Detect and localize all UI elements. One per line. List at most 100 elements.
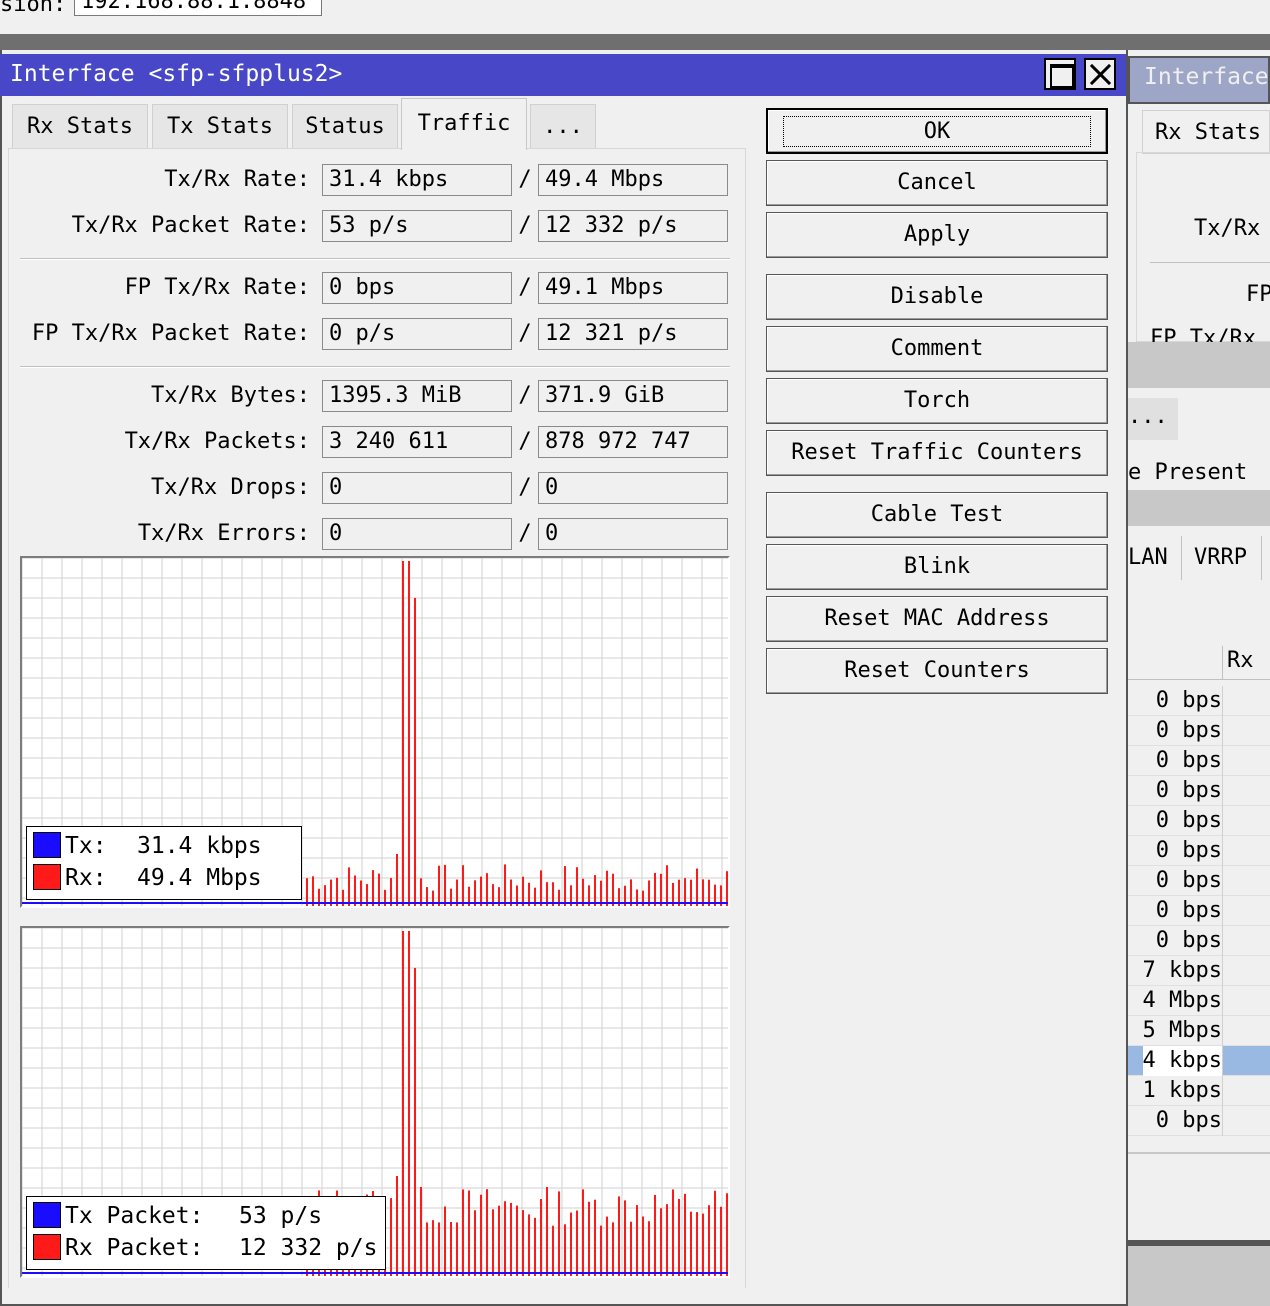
- txrx-bytes-tx-field[interactable]: 1395.3 MiB: [322, 380, 512, 412]
- txrx-packets-tx-field[interactable]: 3 240 611: [322, 426, 512, 458]
- comment-button[interactable]: Comment: [766, 326, 1108, 372]
- list-item[interactable]: 0 bps: [1128, 866, 1270, 896]
- fp-txrx-rate-tx-field[interactable]: 0 bps: [322, 272, 512, 304]
- rx-activity-bar: [636, 889, 638, 906]
- apply-button[interactable]: Apply: [766, 212, 1108, 258]
- list-item[interactable]: 5 Mbps: [1128, 1016, 1270, 1046]
- list-item[interactable]: 0 bps: [1128, 806, 1270, 836]
- rx-activity-bar: [642, 1216, 644, 1276]
- background-field-label: Tx/Rx: [1194, 216, 1261, 241]
- address-bar: sion: 192.168.88.1:8848: [0, 0, 1270, 34]
- txrx-packets-rx-field[interactable]: 878 972 747: [538, 426, 728, 458]
- rx-activity-bar: [678, 1199, 680, 1276]
- reset-traffic-counters-button[interactable]: Reset Traffic Counters: [766, 430, 1108, 476]
- rx-activity-bar: [702, 1213, 704, 1276]
- packet-rate-legend: Tx Packet: 53 p/s Rx Packet: 12 332 p/s: [26, 1196, 386, 1270]
- rx-activity-bar: [504, 1201, 506, 1276]
- rx-activity-bar: [330, 879, 332, 906]
- fp-txrx-packet-rate-tx-field[interactable]: 0 p/s: [322, 318, 512, 350]
- legend-tx-value: 31.4 kbps: [137, 833, 262, 859]
- txrx-rate-tx-field[interactable]: 31.4 kbps: [322, 164, 512, 196]
- txrx-rate-rx-field[interactable]: 49.4 Mbps: [538, 164, 728, 196]
- list-item[interactable]: 4 kbps: [1128, 1046, 1270, 1076]
- rx-activity-bar: [426, 887, 428, 906]
- txrx-packets-label: Tx/Rx Packets:: [124, 429, 310, 454]
- rx-activity-bar: [414, 968, 416, 1276]
- list-item[interactable]: 0 bps: [1128, 716, 1270, 746]
- rx-activity-bar: [630, 1221, 632, 1276]
- list-item[interactable]: 7 kbps: [1128, 956, 1270, 986]
- rx-activity-bar: [456, 1222, 458, 1276]
- txrx-rate-label: Tx/Rx Rate:: [164, 167, 310, 192]
- rx-activity-bar: [588, 885, 590, 906]
- rx-activity-bar: [498, 1205, 500, 1276]
- list-item[interactable]: 4 Mbps: [1128, 986, 1270, 1016]
- tab-traffic[interactable]: Traffic: [401, 98, 527, 150]
- txrx-errors-tx-field[interactable]: 0: [322, 518, 512, 550]
- address-field[interactable]: 192.168.88.1:8848: [74, 0, 322, 16]
- rx-activity-bar: [492, 1209, 494, 1276]
- legend-tx-packet-value: 53 p/s: [239, 1203, 323, 1229]
- txrx-bytes-rx-field[interactable]: 371.9 GiB: [538, 380, 728, 412]
- rx-activity-bar: [474, 880, 476, 906]
- rx-activity-bar: [546, 882, 548, 906]
- rx-activity-bar: [450, 1221, 452, 1276]
- rx-activity-bar: [648, 1221, 650, 1276]
- txrx-drops-tx-field[interactable]: 0: [322, 472, 512, 504]
- rx-activity-bar: [360, 880, 362, 906]
- list-item[interactable]: 0 bps: [1128, 746, 1270, 776]
- rx-activity-bar: [420, 878, 422, 906]
- background-tab-more[interactable]: ...: [1128, 398, 1178, 440]
- torch-button[interactable]: Torch: [766, 378, 1108, 424]
- rx-activity-bar: [588, 1201, 590, 1276]
- rx-activity-bar: [600, 1225, 602, 1276]
- background-tab-rx-stats[interactable]: Rx Stats: [1142, 110, 1270, 154]
- txrx-packet-rate-tx-field[interactable]: 53 p/s: [322, 210, 512, 242]
- rx-activity-bar: [678, 879, 680, 906]
- list-item[interactable]: 0 bps: [1128, 896, 1270, 926]
- legend-rx-label: Rx:: [65, 865, 107, 891]
- reset-counters-button[interactable]: Reset Counters: [766, 648, 1108, 694]
- list-item[interactable]: 0 bps: [1128, 926, 1270, 956]
- txrx-packet-rate-rx-field[interactable]: 12 332 p/s: [538, 210, 728, 242]
- ok-button[interactable]: OK: [766, 108, 1108, 154]
- rx-activity-bar: [402, 931, 404, 1276]
- rx-activity-bar: [666, 865, 668, 906]
- txrx-errors-rx-field[interactable]: 0: [538, 518, 728, 550]
- rx-activity-bar: [510, 1202, 512, 1276]
- fp-txrx-rate-rx-field[interactable]: 49.1 Mbps: [538, 272, 728, 304]
- rx-activity-bar: [438, 865, 440, 906]
- close-icon[interactable]: [1084, 58, 1116, 90]
- traffic-rate-graph-plot: [22, 558, 728, 906]
- background-tab-lan[interactable]: LAN: [1128, 536, 1182, 580]
- rx-activity-bar: [642, 890, 644, 906]
- rx-activity-bar: [396, 854, 398, 906]
- rx-activity-bar: [612, 1222, 614, 1276]
- list-item[interactable]: 0 bps: [1128, 776, 1270, 806]
- rx-activity-bar: [444, 864, 446, 906]
- maximize-icon[interactable]: [1044, 58, 1076, 90]
- reset-mac-address-button[interactable]: Reset MAC Address: [766, 596, 1108, 642]
- cable-test-button[interactable]: Cable Test: [766, 492, 1108, 538]
- list-item[interactable]: 0 bps: [1128, 836, 1270, 866]
- tab-status[interactable]: Status: [292, 104, 398, 148]
- background-window-titlebar[interactable]: Interface: [1128, 56, 1270, 104]
- list-item[interactable]: 1 kbps: [1128, 1076, 1270, 1106]
- cancel-button[interactable]: Cancel: [766, 160, 1108, 206]
- disable-button[interactable]: Disable: [766, 274, 1108, 320]
- background-tab-vrrp[interactable]: VRRP: [1186, 536, 1262, 580]
- fp-txrx-packet-rate-rx-field[interactable]: 12 321 p/s: [538, 318, 728, 350]
- list-item[interactable]: 0 bps: [1128, 1106, 1270, 1136]
- txrx-drops-rx-field[interactable]: 0: [538, 472, 728, 504]
- rx-activity-bar: [402, 561, 404, 906]
- background-column-rx-header[interactable]: Rx: [1222, 646, 1270, 680]
- rx-activity-bar: [522, 876, 524, 906]
- list-item-rate: 4 kbps: [1142, 1046, 1222, 1076]
- blink-button[interactable]: Blink: [766, 544, 1108, 590]
- window-titlebar[interactable]: Interface <sfp-sfpplus2>: [0, 54, 1126, 96]
- tab-more[interactable]: ...: [530, 104, 596, 148]
- tab-tx-stats[interactable]: Tx Stats: [152, 104, 288, 148]
- list-item[interactable]: 0 bps: [1128, 686, 1270, 716]
- tab-rx-stats[interactable]: Rx Stats: [12, 104, 148, 148]
- rx-activity-bar: [438, 1222, 440, 1276]
